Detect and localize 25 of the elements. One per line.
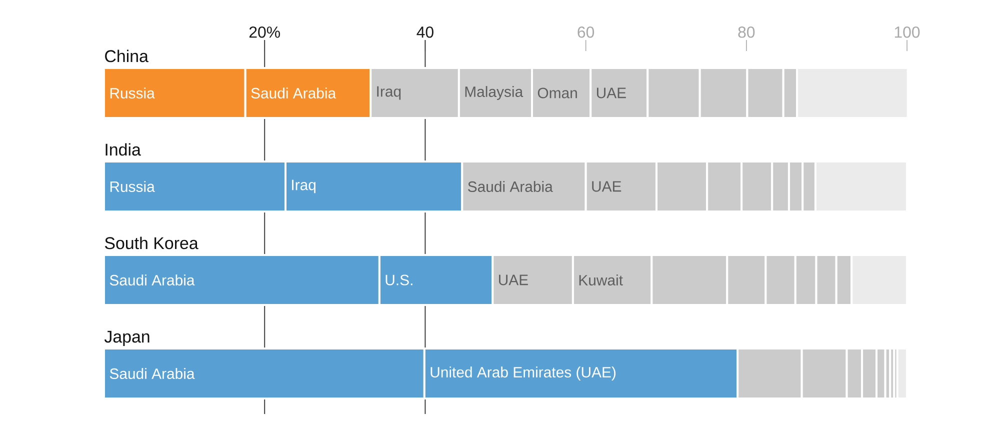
x-tick-label: 100 bbox=[894, 26, 920, 38]
data-label: Saudi Arabia bbox=[110, 274, 195, 286]
x-tick-label: 20% bbox=[249, 26, 280, 38]
data-label: Iraq bbox=[292, 180, 316, 194]
x-tick-label: 40 bbox=[416, 26, 434, 38]
data-label: UAE bbox=[499, 274, 528, 286]
data-label: UAE bbox=[592, 181, 622, 192]
y-tick-label: Japan bbox=[104, 330, 150, 346]
y-tick-label: South Korea bbox=[104, 236, 198, 250]
data-label: Russia bbox=[110, 181, 155, 192]
data-label: Saudi Arabia bbox=[468, 181, 553, 192]
data-label: United Arab Emirates (UAE) bbox=[430, 366, 616, 380]
x-tick-label: 80 bbox=[738, 26, 755, 38]
data-label: Oman bbox=[538, 88, 577, 98]
x-tick-label: 60 bbox=[578, 26, 594, 38]
data-label: Malaysia bbox=[465, 86, 524, 100]
y-tick-label: China bbox=[105, 50, 148, 62]
data-label: Saudi Arabia bbox=[110, 368, 195, 379]
data-label: Russia bbox=[110, 88, 155, 98]
data-label: Saudi Arabia bbox=[251, 88, 336, 98]
data-label: Iraq bbox=[377, 86, 401, 100]
data-label: Kuwait bbox=[579, 274, 623, 286]
data-label: UAE bbox=[596, 88, 626, 98]
y-tick-label: India bbox=[106, 143, 141, 156]
data-label: U.S. bbox=[386, 274, 412, 286]
